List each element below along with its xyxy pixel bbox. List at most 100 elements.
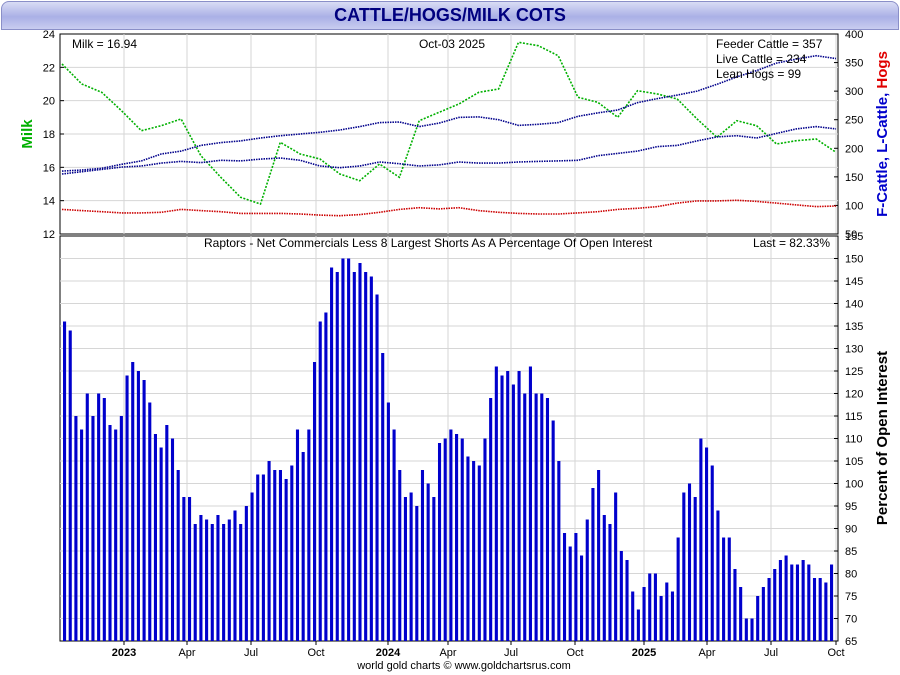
- cot-bar: [733, 569, 737, 641]
- cot-bar: [767, 578, 771, 641]
- cot-bar: [256, 474, 260, 641]
- cot-bar: [761, 587, 765, 641]
- cot-bar: [568, 546, 572, 641]
- cot-bar: [375, 294, 379, 641]
- cot-bar: [108, 425, 112, 641]
- cot-bar: [114, 429, 118, 641]
- cot-bar: [284, 479, 288, 641]
- date-label: Oct-03 2025: [419, 37, 485, 51]
- cot-bar: [705, 447, 709, 641]
- percent-tick-label: 90: [845, 524, 857, 536]
- percent-tick-label: 155: [845, 231, 863, 243]
- percent-tick-label: 140: [845, 299, 863, 311]
- cot-bar: [602, 515, 606, 641]
- cot-bar: [324, 312, 328, 641]
- cot-bar: [403, 497, 407, 641]
- series-feeder: [61, 54, 837, 172]
- cot-bar: [443, 438, 447, 641]
- cot-bar: [227, 519, 231, 641]
- percent-tick-label: 65: [845, 636, 857, 648]
- cot-bar: [665, 582, 669, 641]
- cot-bar: [710, 465, 714, 641]
- cot-bar: [790, 564, 794, 641]
- cot-bar: [489, 398, 493, 641]
- cot-bar: [494, 366, 498, 641]
- cot-bar: [545, 398, 550, 641]
- cot-bar: [125, 375, 129, 641]
- cot-bars: [63, 258, 834, 641]
- price-series: [61, 41, 837, 217]
- bottom-panel-title: Raptors - Net Commercials Less 8 Largest…: [204, 236, 653, 250]
- cot-bar: [301, 452, 305, 641]
- cot-bar: [335, 272, 339, 641]
- cot-bar: [244, 506, 248, 641]
- cot-bar: [472, 461, 476, 641]
- feeder-cattle-axis-part: F-Cattle,: [874, 153, 891, 217]
- cot-bar: [648, 573, 652, 641]
- cot-bar: [614, 492, 618, 641]
- cot-bar: [68, 330, 72, 641]
- cot-bar: [426, 483, 430, 641]
- cot-bar: [170, 438, 175, 641]
- cot-bar: [159, 447, 163, 641]
- cot-bar: [148, 402, 152, 641]
- milk-tick-label: 22: [43, 62, 55, 74]
- cot-bar: [744, 618, 748, 641]
- cot-bar: [693, 497, 697, 641]
- series-live: [61, 125, 837, 175]
- percent-tick-label: 85: [845, 546, 857, 558]
- cot-bar: [176, 470, 180, 641]
- cot-bar: [483, 438, 487, 641]
- percent-tick-label: 145: [845, 276, 863, 288]
- cot-bar: [409, 492, 413, 641]
- milk-tick-label: 14: [43, 196, 55, 208]
- percent-tick-label: 105: [845, 456, 863, 468]
- date-tick-label: Jul: [244, 647, 258, 659]
- cot-bar: [415, 506, 419, 641]
- percent-tick-label: 75: [845, 591, 857, 603]
- cot-bar: [239, 524, 243, 641]
- cot-bar: [500, 375, 504, 641]
- price-tick-label: 300: [845, 86, 863, 98]
- cot-bar: [165, 425, 169, 641]
- milk-tick-label: 12: [43, 229, 55, 241]
- cot-bar: [460, 438, 464, 641]
- cot-bar: [267, 461, 271, 641]
- price-tick-label: 400: [845, 29, 863, 41]
- milk-axis-ticks: 12 14 16 18 20 22 24: [43, 29, 64, 241]
- date-tick-label: Oct: [827, 647, 844, 659]
- cot-bar: [222, 524, 226, 641]
- date-tick-label: Apr: [439, 647, 456, 659]
- percent-axis-ticks: 65 70 75 80 85 90 95 100 105 110 115 120 125 130 135 14…: [834, 231, 863, 648]
- cot-bar: [585, 519, 589, 641]
- price-tick-label: 200: [845, 143, 863, 155]
- cot-bar: [193, 524, 197, 641]
- date-tick-label: 2023: [112, 647, 136, 659]
- cot-bar: [455, 434, 459, 641]
- cot-bar: [398, 470, 402, 641]
- feeder-cattle-label: Feeder Cattle = 357: [716, 37, 823, 51]
- live-cattle-axis-part: L-Cattle,: [874, 89, 891, 153]
- cot-bar: [716, 510, 720, 641]
- cot-bar: [727, 537, 731, 641]
- cot-bar: [580, 555, 584, 641]
- cot-bar: [153, 434, 157, 641]
- cot-bar: [551, 420, 555, 641]
- cot-bar: [261, 474, 265, 641]
- cot-bar: [381, 353, 385, 641]
- price-tick-label: 250: [845, 115, 863, 127]
- cot-bar: [801, 560, 805, 641]
- cattle-hog-axis-ticks: 50 100 150 200 250 300 350 400: [834, 29, 863, 241]
- date-tick-label: 2025: [632, 647, 656, 659]
- cot-bar: [682, 492, 686, 641]
- cot-bar: [63, 321, 67, 641]
- cot-bar: [653, 573, 657, 641]
- cot-bar: [756, 596, 760, 641]
- cot-bar: [818, 578, 822, 641]
- cot-bar: [534, 393, 538, 641]
- series-line-feeder: [61, 54, 837, 172]
- price-tick-label: 100: [845, 200, 863, 212]
- cot-bar: [312, 362, 317, 641]
- percent-tick-label: 100: [845, 479, 863, 491]
- date-axis-labels: 2023 Apr Jul Oct 2024 Apr Jul Oct 2025 Apr Jul Oct: [112, 641, 845, 659]
